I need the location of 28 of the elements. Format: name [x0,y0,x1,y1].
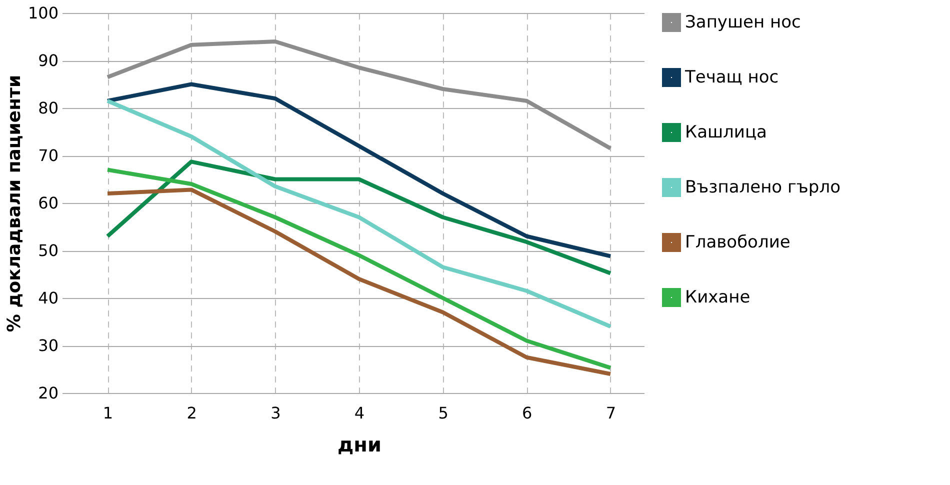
x-tick-label: 6 [522,404,532,422]
legend-label: Главоболие [685,232,790,252]
legend-label: Възпалено гърло [685,178,840,198]
x-tick-label: 1 [102,404,114,422]
legend-label: Кихане [685,288,750,308]
legend-label: Течащ нос [684,68,779,88]
x-axis-title: дни [338,432,382,456]
y-tick-label: 100 [28,4,58,22]
y-tick-label: 30 [38,336,58,355]
line-series [106,98,612,328]
legend-label: Запушен нос [685,12,801,32]
y-tick-label: 60 [38,194,58,212]
x-tick-label: 5 [438,404,448,422]
y-tick-label: 90 [38,51,58,70]
line-series [106,160,612,276]
y-tick-label: 70 [38,146,58,165]
line-series [106,82,612,258]
y-tick-label: 50 [38,241,58,260]
x-tick-label: 7 [606,404,616,422]
x-tick-label: 4 [354,404,365,422]
y-axis-title: % докладвали пациенти [4,74,25,332]
y-tick-label: 80 [38,98,58,118]
legend-label: Кашлица [685,122,767,142]
x-tick-label: 2 [186,404,197,422]
x-tick-label: 3 [270,404,281,422]
y-tick-label: 40 [38,288,58,308]
line-series [106,40,612,150]
y-tick-label: 20 [38,384,58,402]
